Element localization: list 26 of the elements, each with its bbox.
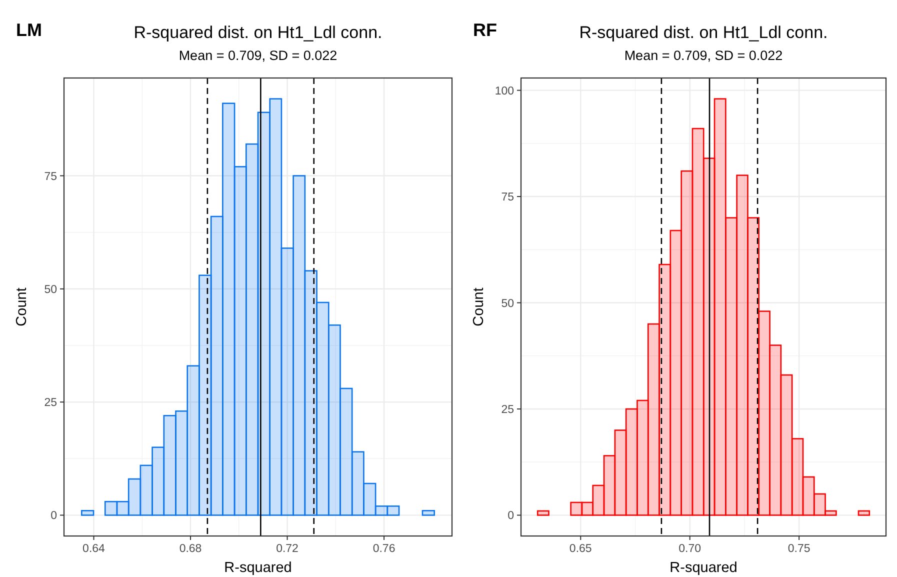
x-tick-label: 0.72: [276, 543, 298, 555]
chart-subtitle: Mean = 0.709, SD = 0.022: [624, 48, 783, 63]
chart-subtitle: Mean = 0.709, SD = 0.022: [178, 48, 338, 63]
y-axis-title: Count: [14, 288, 30, 326]
x-tick-label: 0.76: [372, 543, 396, 555]
y-tick-label: 100: [494, 85, 514, 98]
x-tick-label: 0.64: [82, 543, 106, 555]
y-tick-label: 0: [50, 510, 57, 522]
x-tick-label: 0.70: [678, 543, 702, 555]
y-axis-title: Count: [471, 288, 487, 326]
x-tick-label: 0.65: [569, 543, 592, 555]
x-tick-label: 0.75: [788, 543, 810, 555]
y-tick-label: 75: [44, 170, 57, 183]
chart-title: R-squared dist. on Ht1_Ldl conn.: [579, 23, 828, 42]
y-tick-label: 50: [44, 284, 57, 296]
y-tick-label: 25: [44, 397, 57, 410]
y-tick-label: 0: [508, 510, 514, 522]
text: LM: [16, 20, 42, 40]
y-tick-label: 25: [501, 404, 514, 416]
y-tick-label: 75: [501, 192, 514, 204]
text: RF: [473, 20, 497, 40]
x-tick-label: 0.68: [179, 543, 202, 555]
x-axis-title: R-squared: [224, 560, 292, 576]
chart-title: R-squared dist. on Ht1_Ldl conn.: [134, 23, 382, 42]
y-tick-label: 50: [501, 298, 514, 310]
x-axis-title: R-squared: [670, 560, 738, 576]
